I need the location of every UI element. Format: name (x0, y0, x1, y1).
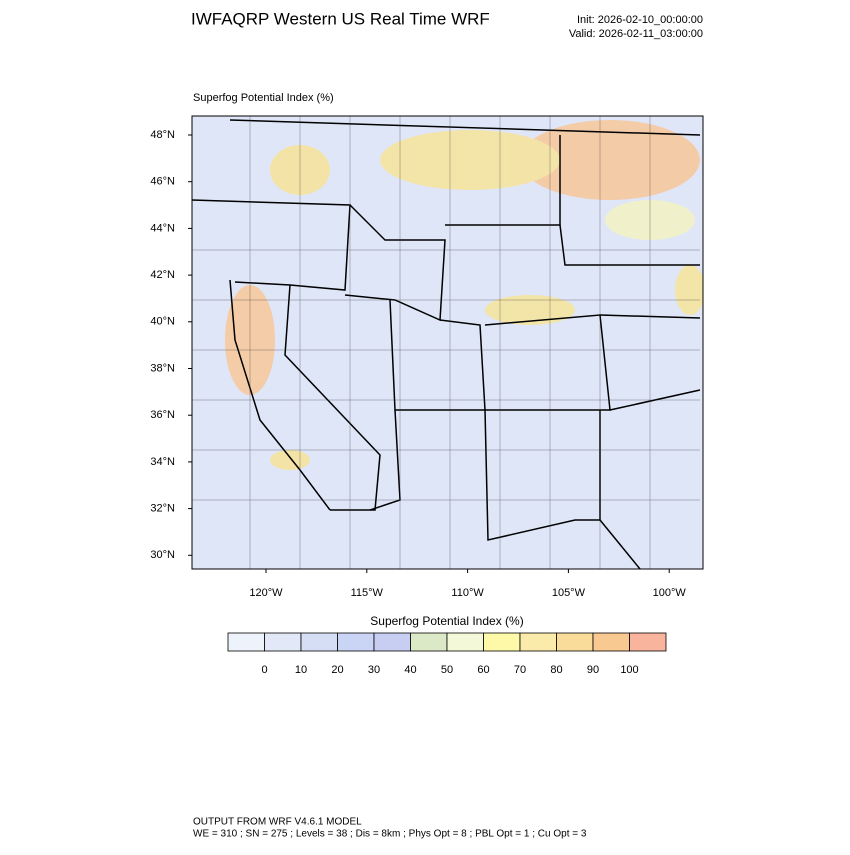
colorbar-label: 10 (295, 664, 307, 676)
lon-label: 110°W (451, 587, 484, 599)
init-time: Init: 2026-02-10_00:00:00 (577, 14, 703, 26)
lat-label: 38°N (150, 362, 175, 374)
colorbar-label: 100 (620, 664, 638, 676)
colorbar-label: 30 (368, 664, 380, 676)
lon-label: 115°W (351, 587, 384, 599)
lon-label: 120°W (249, 587, 283, 599)
colorbar-title: Superfog Potential Index (%) (370, 614, 523, 628)
valid-time: Valid: 2026-02-11_03:00:00 (569, 28, 703, 40)
colorbar-box (556, 632, 594, 652)
county-lines (192, 116, 700, 569)
colorbar-box (483, 632, 521, 652)
colorbar-box (446, 632, 484, 652)
colorbar-label: 80 (550, 664, 562, 676)
title: IWFAQRP Western US Real Time WRF (191, 9, 490, 28)
colorbar-label: 20 (331, 664, 343, 676)
colorbar-box (629, 632, 667, 652)
footer-line: OUTPUT FROM WRF V4.6.1 MODEL (193, 817, 362, 828)
map-title: Superfog Potential Index (%) (193, 92, 334, 104)
colorbar-box (410, 632, 448, 652)
colorbar-box (300, 632, 338, 652)
lat-label: 36°N (150, 409, 175, 421)
map-frame (191, 115, 704, 570)
state-borders (192, 119, 701, 569)
lat-label: 32°N (150, 503, 175, 515)
colorbar-label: 70 (514, 664, 526, 676)
colorbar-label: 50 (441, 664, 453, 676)
colorbar-label: 60 (477, 664, 489, 676)
colorbar-box (227, 632, 265, 652)
colorbar-box (264, 632, 302, 652)
colorbar-box (519, 632, 557, 652)
colorbar-label: 0 (261, 664, 267, 676)
colorbar-box (337, 632, 375, 652)
lat-label: 48°N (150, 129, 175, 141)
lat-label: 34°N (150, 456, 175, 468)
colorbar: 0 10 20 30 40 50 60 70 80 90 100 (227, 632, 667, 676)
colorbar-label: 90 (587, 664, 599, 676)
lat-label: 44°N (150, 222, 175, 234)
lat-label: 42°N (150, 269, 175, 281)
colorbar-label: 40 (404, 664, 416, 676)
lon-label: 105°W (552, 587, 586, 599)
lat-label: 46°N (150, 176, 175, 188)
lat-label: 40°N (150, 316, 175, 328)
map (191, 115, 704, 570)
lat-label: 30°N (150, 549, 175, 561)
footer-line: WE = 310 ; SN = 275 ; Levels = 38 ; Dis … (193, 829, 587, 840)
colorbar-box (373, 632, 411, 652)
colorbar-box (592, 632, 630, 652)
axis-labels: 48°N 46°N 44°N 42°N 40°N 38°N 36°N 34°N 32°N 30°N… (150, 129, 686, 599)
lon-label: 100°W (653, 587, 687, 599)
